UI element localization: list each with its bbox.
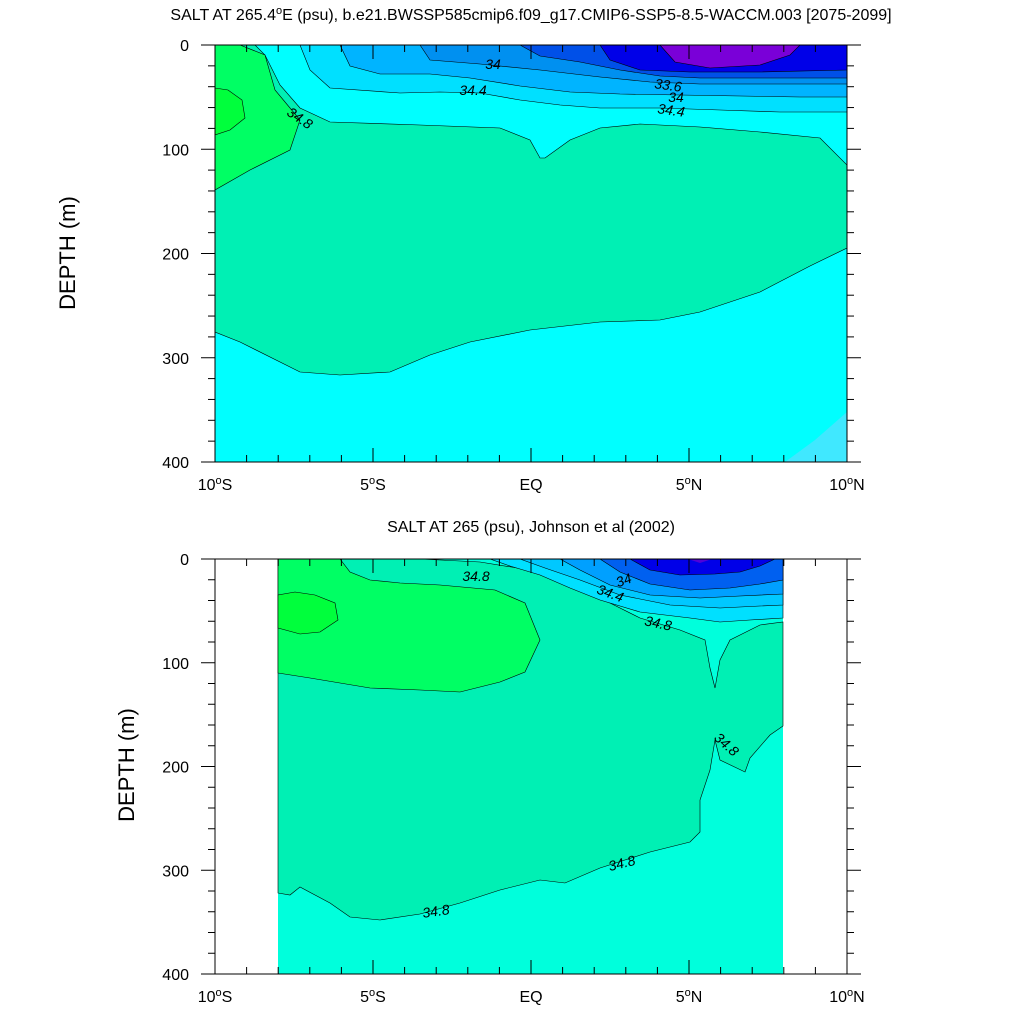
contour-label: 34.8 bbox=[643, 612, 673, 633]
salinity-fill-saltiest-core bbox=[215, 87, 246, 136]
salinity-fill-saltiest-core bbox=[277, 591, 339, 635]
contour-label: 34 bbox=[614, 570, 634, 590]
contour-label: 34.8 bbox=[607, 852, 638, 874]
y-tick-label: 400 bbox=[162, 455, 189, 472]
y-tick-label: 300 bbox=[162, 351, 189, 368]
x-tick-label: 5oN bbox=[676, 475, 703, 494]
salinity-field-model bbox=[215, 45, 847, 462]
y-tick-label: 400 bbox=[162, 967, 189, 984]
x-tick-label: EQ bbox=[519, 477, 542, 494]
x-tick-label: 5oS bbox=[360, 987, 386, 1006]
x-tick-label: 10oS bbox=[198, 987, 233, 1006]
ticks-observations: 10oS 5oS EQ 5oN 10oN 0 100 200 300 400 bbox=[162, 552, 864, 1006]
salinity-fill-thermocline bbox=[215, 45, 847, 376]
contour-label: 34.8 bbox=[462, 568, 489, 584]
x-tick-label: 5oN bbox=[676, 987, 703, 1006]
y-tick-label: 200 bbox=[162, 247, 189, 264]
ticks-model: 10oS 5oS EQ 5oN 10oN 0 100 200 300 400 bbox=[162, 38, 864, 494]
x-tick-label: 10oN bbox=[829, 987, 864, 1006]
salinity-fill-surface-freshest bbox=[659, 45, 801, 69]
x-tick-label: EQ bbox=[519, 989, 542, 1006]
chart-title-observations: SALT AT 265 (psu), Johnson et al (2002) bbox=[387, 519, 675, 536]
y-tick-label: 300 bbox=[162, 863, 189, 880]
panel-observations: SALT AT 265 (psu), Johnson et al (2002) … bbox=[114, 519, 865, 1006]
chart-title-model: SALT AT 265.4oE (psu), b.e21.BWSSP585cmi… bbox=[170, 5, 891, 24]
y-axis-label-observations: DEPTH (m) bbox=[114, 708, 139, 822]
salinity-fill-surface-freshest bbox=[688, 559, 712, 563]
panel-model: SALT AT 265.4oE (psu), b.e21.BWSSP585cmi… bbox=[55, 5, 892, 494]
y-tick-label: 200 bbox=[162, 760, 189, 777]
x-tick-label: 5oS bbox=[360, 475, 386, 494]
salinity-fill-salty-core bbox=[277, 559, 541, 693]
x-tick-label: 10oS bbox=[198, 475, 233, 494]
contour-label: 34 bbox=[668, 89, 684, 105]
y-axis-label-model: DEPTH (m) bbox=[55, 196, 80, 310]
title-degree-sign: o bbox=[276, 5, 282, 17]
x-tick-label: 10oN bbox=[829, 475, 864, 494]
y-tick-label: 100 bbox=[162, 656, 189, 673]
salinity-fill-surface-fresh-5 bbox=[629, 559, 776, 576]
salinity-fill-salty-core bbox=[215, 45, 301, 191]
y-tick-label: 0 bbox=[180, 38, 189, 55]
y-tick-label: 0 bbox=[180, 552, 189, 569]
contour-label: 34.4 bbox=[459, 82, 486, 98]
salinity-field-observations bbox=[277, 559, 784, 974]
contour-label: 33.6 bbox=[654, 75, 683, 95]
contour-label: 34 bbox=[485, 56, 501, 72]
contour-label: 34.8 bbox=[421, 901, 450, 921]
contour-label: 34.4 bbox=[657, 100, 686, 120]
y-tick-label: 100 bbox=[162, 142, 189, 159]
salinity-fill-deep-fresh bbox=[785, 412, 847, 462]
